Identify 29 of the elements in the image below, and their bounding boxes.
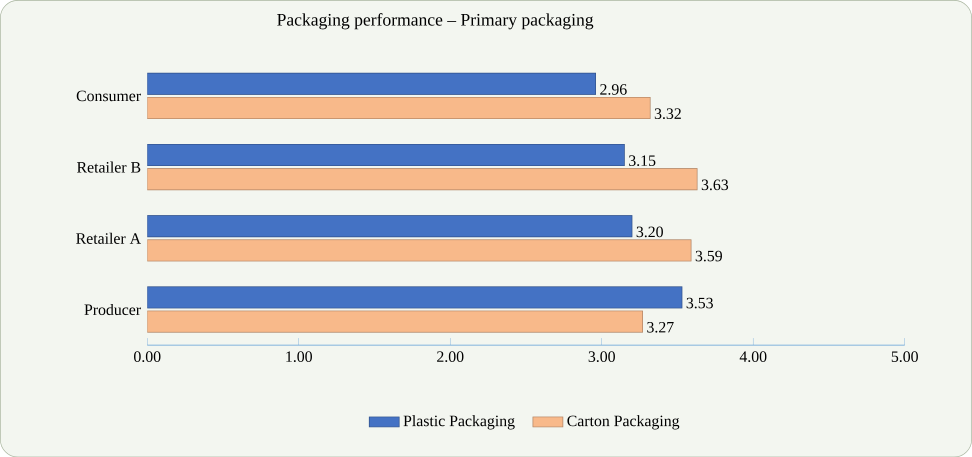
x-tick-label: 0.00 bbox=[134, 351, 160, 362]
data-label: 3.63 bbox=[702, 179, 728, 190]
data-label: 3.15 bbox=[629, 155, 656, 166]
x-tick-label: 1.00 bbox=[286, 351, 312, 362]
bar bbox=[147, 168, 698, 190]
bar bbox=[147, 214, 632, 238]
legend-label: Carton Packaging bbox=[567, 414, 680, 430]
y-tick-label: Retailer B bbox=[77, 161, 140, 172]
data-label: 3.32 bbox=[654, 108, 681, 119]
data-label: 3.27 bbox=[647, 322, 674, 332]
x-tick-label: 5.00 bbox=[892, 351, 918, 362]
bar bbox=[147, 144, 625, 166]
y-tick-label: Producer bbox=[84, 304, 141, 315]
legend-label: Plastic Packaging bbox=[404, 414, 515, 430]
y-tick-label: Retailer A bbox=[76, 232, 141, 244]
x-tick-label: 2.00 bbox=[437, 351, 464, 362]
x-tick-label: 3.00 bbox=[588, 351, 615, 362]
x-tick-label: 4.00 bbox=[740, 351, 766, 362]
data-label: 3.59 bbox=[696, 250, 722, 262]
data-label: 3.20 bbox=[636, 226, 663, 238]
bar bbox=[147, 239, 692, 262]
chart-title: Packaging performance – Primary packaging bbox=[277, 12, 594, 30]
bar bbox=[147, 72, 596, 95]
data-label: 2.96 bbox=[600, 84, 627, 95]
y-tick-label: Consumer bbox=[76, 90, 141, 102]
bar bbox=[147, 286, 682, 308]
data-label: 3.53 bbox=[686, 298, 713, 308]
bar bbox=[147, 310, 643, 332]
bar bbox=[147, 96, 651, 119]
